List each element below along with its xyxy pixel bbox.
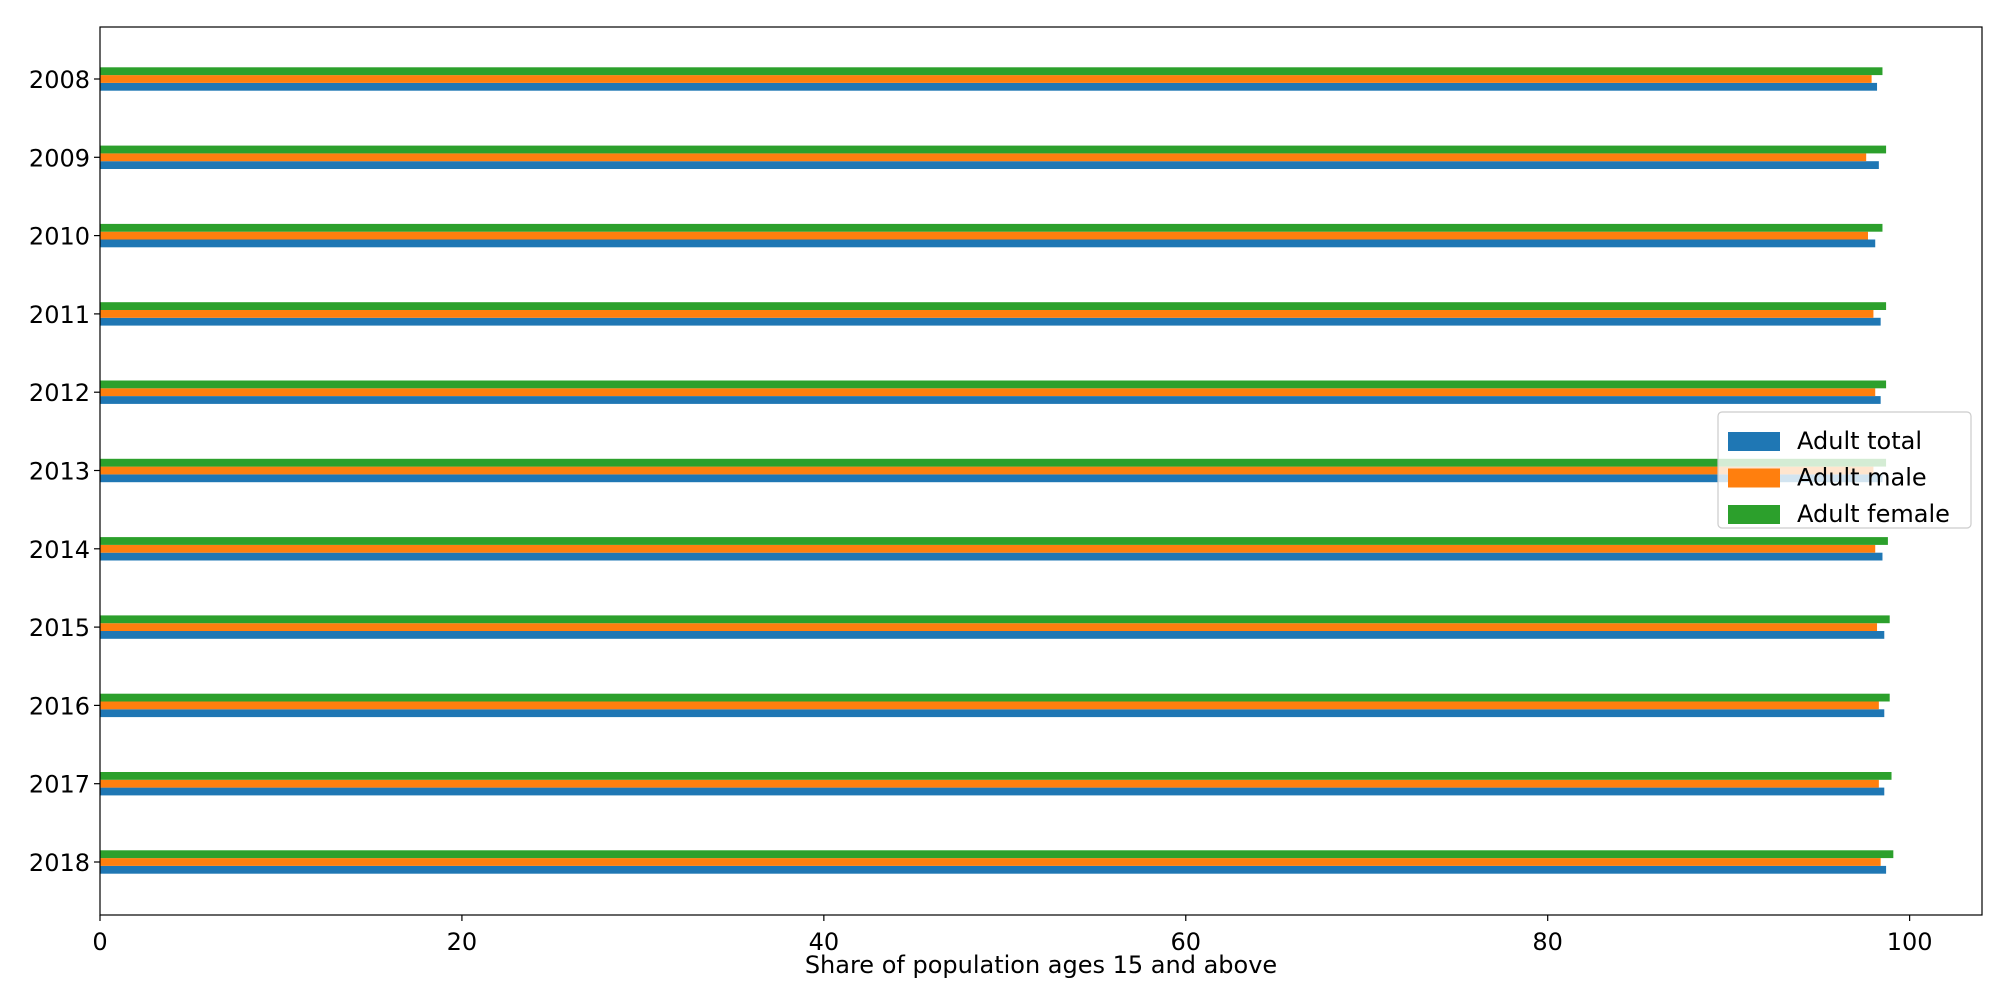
bar-adult-female-2011: [100, 302, 1887, 310]
bar-adult-female-2018: [100, 850, 1894, 859]
bar-adult-male-2010: [100, 231, 1868, 240]
y-tick-label: 2014: [29, 536, 90, 564]
bar-adult-female-2017: [100, 772, 1892, 780]
bar-adult-male-2008: [100, 75, 1872, 83]
bar-adult-total-2009: [100, 161, 1879, 169]
legend-label-adult-male: Adult male: [1797, 464, 1927, 492]
y-axis: 2008 2009 2010 2011 2012 2013 2014 2015 2016 2017…: [29, 66, 100, 877]
x-axis: 0 20 40 60 80 100: [92, 915, 1933, 956]
legend-frame: [1717, 411, 1972, 529]
x-tick-label: 60: [1170, 928, 1201, 956]
bar-adult-male-2018: [100, 858, 1881, 866]
bar-adult-male-2011: [100, 310, 1874, 318]
bar-adult-total-2015: [100, 631, 1885, 639]
bar-adult-female-2013: [100, 458, 1887, 467]
bar-adult-total-2011: [100, 317, 1881, 326]
y-tick-label: 2008: [29, 66, 90, 94]
bar-adult-male-2012: [100, 388, 1876, 397]
x-tick-label: 20: [447, 928, 478, 956]
bar-adult-male-2017: [100, 779, 1879, 788]
bar-adult-total-2014: [100, 552, 1883, 561]
y-tick-label: 2018: [29, 849, 90, 877]
legend-swatch-adult-total: [1728, 432, 1780, 451]
y-tick-label: 2017: [29, 771, 90, 799]
legend-swatch-adult-male: [1728, 468, 1780, 488]
bar-adult-total-2016: [100, 709, 1885, 718]
bar-adult-total-2018: [100, 865, 1887, 874]
bar-adult-male-2015: [100, 623, 1878, 631]
bar-adult-female-2016: [100, 693, 1890, 702]
bar-adult-female-2009: [100, 145, 1887, 154]
y-tick-label: 2013: [29, 458, 90, 486]
bar-adult-total-2012: [100, 396, 1881, 404]
y-tick-label: 2009: [29, 144, 90, 172]
bar-adult-total-2010: [100, 239, 1876, 248]
bar-adult-female-2015: [100, 615, 1890, 624]
bar-adult-female-2012: [100, 380, 1887, 389]
x-tick-label: 0: [92, 928, 107, 956]
x-tick-label: 80: [1532, 928, 1563, 956]
legend-swatch-adult-female: [1728, 505, 1780, 524]
legend-label-adult-total: Adult total: [1797, 427, 1922, 455]
bar-adult-male-2014: [100, 544, 1876, 553]
y-tick-label: 2016: [29, 692, 90, 720]
bar-adult-male-2016: [100, 701, 1879, 710]
y-tick-label: 2010: [29, 223, 90, 251]
x-tick-label: 100: [1887, 928, 1933, 956]
x-axis-label: Share of population ages 15 and above: [805, 951, 1277, 979]
x-tick-label: 40: [809, 928, 840, 956]
y-tick-label: 2011: [29, 301, 90, 329]
bars-layer: [100, 67, 1894, 874]
legend: Adult total Adult male Adult female: [1717, 411, 1972, 529]
bar-adult-total-2013: [100, 474, 1883, 483]
legend-label-adult-female: Adult female: [1797, 500, 1950, 528]
bar-adult-total-2017: [100, 787, 1885, 796]
bar-adult-male-2009: [100, 153, 1867, 162]
bar-adult-total-2008: [100, 82, 1878, 91]
bar-adult-female-2010: [100, 223, 1883, 232]
y-tick-label: 2015: [29, 614, 90, 642]
bar-adult-male-2013: [100, 466, 1874, 475]
bar-adult-female-2014: [100, 537, 1888, 545]
bar-adult-female-2008: [100, 67, 1883, 76]
y-tick-label: 2012: [29, 379, 90, 407]
